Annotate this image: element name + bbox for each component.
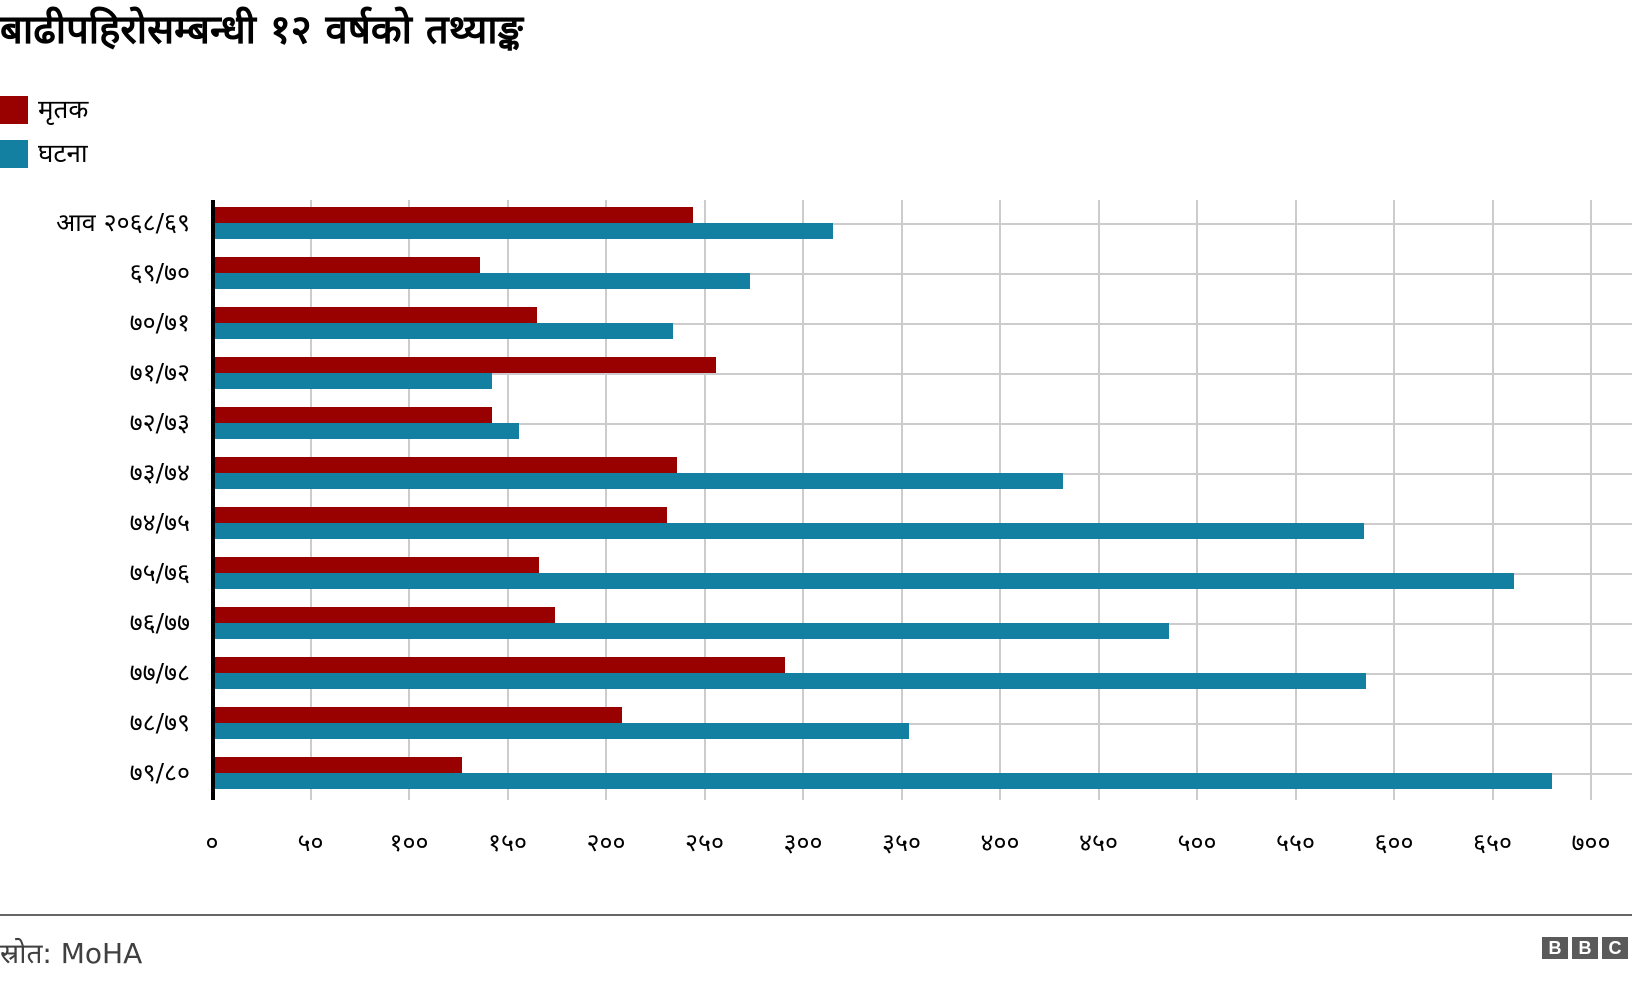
bar-deaths <box>214 207 693 223</box>
bbc-logo: B B C <box>1542 937 1628 959</box>
gridline-vertical <box>1294 200 1297 800</box>
bbc-logo-letter: B <box>1542 937 1568 959</box>
legend-item-incidents: घटना <box>0 132 88 176</box>
gridline-horizontal <box>212 723 1632 725</box>
bar-incidents <box>214 523 1365 539</box>
x-axis-tick-label: २५० <box>684 828 725 857</box>
bar-incidents <box>214 373 492 389</box>
bar-incidents <box>214 273 750 289</box>
y-axis-label: ७९/८० <box>129 758 190 787</box>
bar-incidents <box>214 323 673 339</box>
gridline-vertical <box>408 200 410 800</box>
bar-incidents <box>214 623 1170 639</box>
gridline-vertical <box>802 200 804 800</box>
bbc-logo-letter: C <box>1602 937 1628 959</box>
bar-deaths <box>214 257 480 273</box>
legend-label-deaths: मृतक <box>38 95 89 125</box>
x-axis-tick-label: १०० <box>389 828 429 857</box>
gridline-vertical <box>605 200 607 800</box>
bar-incidents <box>214 423 520 439</box>
x-axis-tick-label: ५५० <box>1275 828 1316 857</box>
y-axis-label: ६९/७० <box>129 258 190 287</box>
y-axis-label: ७६/७७ <box>129 608 190 637</box>
x-axis-tick-label: ३०० <box>783 828 823 857</box>
gridline-vertical <box>703 200 706 800</box>
y-axis-label: ७५/७६ <box>129 558 190 587</box>
bar-deaths <box>214 707 622 723</box>
gridline-vertical <box>999 200 1001 800</box>
gridline-vertical <box>1097 200 1100 800</box>
x-axis-tick-label: ६५० <box>1472 828 1513 857</box>
gridline-horizontal <box>212 373 1632 375</box>
gridline-horizontal <box>212 323 1632 325</box>
y-axis-label: ७२/७३ <box>129 408 190 437</box>
bar-incidents <box>214 223 833 239</box>
legend: मृतक घटना <box>0 88 88 176</box>
bar-deaths <box>214 457 677 473</box>
x-axis-tick-label: ४५० <box>1078 828 1119 857</box>
plot-area <box>211 200 1632 800</box>
bar-incidents <box>214 773 1552 789</box>
bar-deaths <box>214 757 463 773</box>
y-axis-label: आव २०६८/६९ <box>56 208 190 237</box>
legend-item-deaths: मृतक <box>0 88 88 132</box>
gridline-vertical <box>1491 200 1494 800</box>
gridline-horizontal <box>212 273 1632 275</box>
bar-incidents <box>214 673 1367 689</box>
x-axis-tick-label: ० <box>205 828 219 857</box>
bar-incidents <box>214 573 1515 589</box>
legend-label-incidents: घटना <box>38 139 88 169</box>
footer-divider <box>0 914 1632 916</box>
bar-incidents <box>214 473 1064 489</box>
gridline-vertical <box>1590 200 1592 800</box>
y-axis-label: ७३/७४ <box>129 458 190 487</box>
y-axis-label: ७७/७८ <box>129 658 190 687</box>
bbc-logo-letter: B <box>1572 937 1598 959</box>
x-axis-tick-label: २०० <box>586 828 626 857</box>
x-axis-tick-label: ६०० <box>1374 828 1414 857</box>
gridline-horizontal <box>212 423 1632 425</box>
bar-deaths <box>214 657 786 673</box>
x-axis-tick-label: ४०० <box>980 828 1020 857</box>
bar-deaths <box>214 407 492 423</box>
gridline-vertical <box>309 200 312 800</box>
bar-deaths <box>214 507 668 523</box>
x-axis-tick-label: ७०० <box>1571 828 1611 857</box>
bar-deaths <box>214 307 538 323</box>
gridline-vertical <box>1196 200 1198 800</box>
y-axis-label: ७८/७९ <box>129 708 190 737</box>
y-axis-label: ७१/७२ <box>129 358 190 387</box>
x-axis-tick-label: १५० <box>487 828 528 857</box>
y-axis-label: ७४/७५ <box>129 508 190 537</box>
x-axis-tick-label: ५० <box>297 828 324 857</box>
x-axis-tick-label: ५०० <box>1177 828 1217 857</box>
bar-deaths <box>214 557 540 573</box>
x-axis-tick-label: ३५० <box>881 828 922 857</box>
legend-swatch-deaths <box>0 96 28 124</box>
source-text: स्रोत: MoHA <box>0 937 143 970</box>
gridline-vertical <box>1393 200 1395 800</box>
legend-swatch-incidents <box>0 140 28 168</box>
gridline-horizontal <box>212 223 1632 225</box>
gridline-vertical <box>506 200 509 800</box>
bar-incidents <box>214 723 910 739</box>
gridline-vertical <box>900 200 903 800</box>
bar-deaths <box>214 357 717 373</box>
chart-title: बाढीपहिरोसम्बन्धी १२ वर्षको तथ्याङ्क <box>0 7 523 53</box>
y-axis-label: ७०/७१ <box>129 308 190 337</box>
bar-deaths <box>214 607 555 623</box>
y-axis-line <box>211 200 215 800</box>
